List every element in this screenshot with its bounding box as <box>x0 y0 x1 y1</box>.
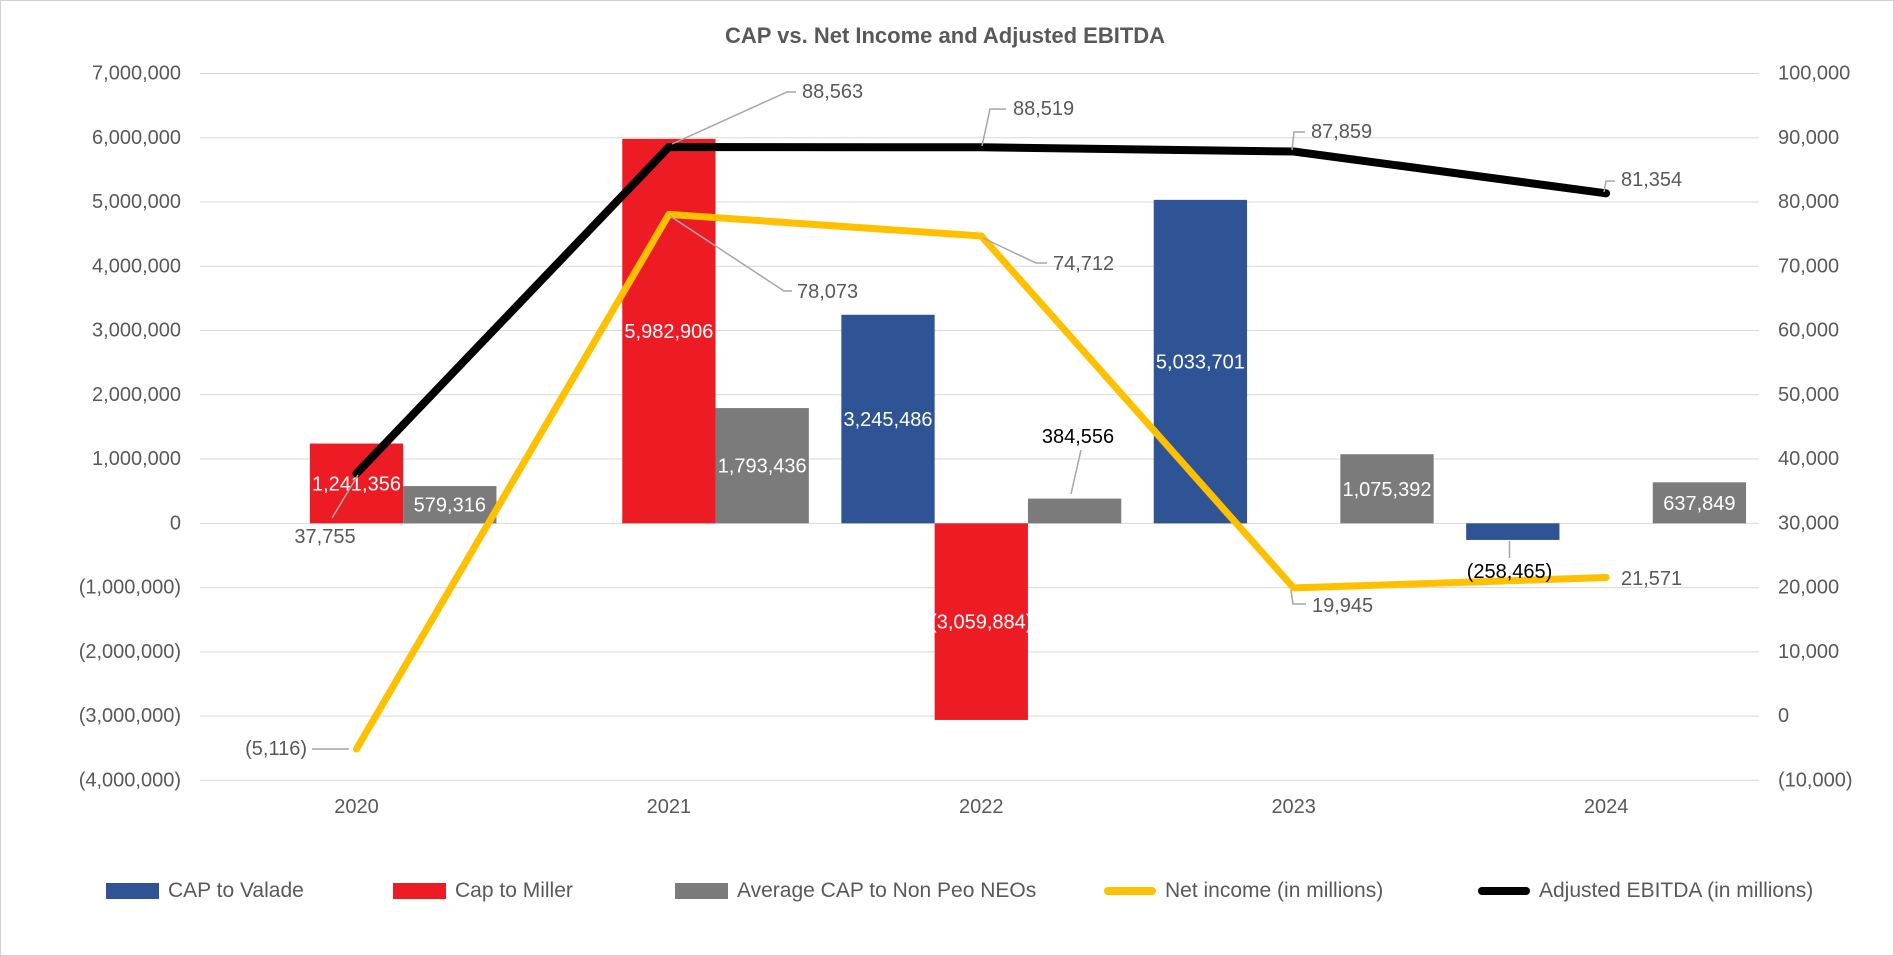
svg-text:100,000: 100,000 <box>1778 63 1850 85</box>
svg-text:(1,000,000): (1,000,000) <box>79 577 181 599</box>
svg-text:7,000,000: 7,000,000 <box>92 63 181 85</box>
svg-text:50,000: 50,000 <box>1778 384 1839 406</box>
line-series <box>352 142 1611 753</box>
bar-cap-to-valade-2023 <box>1153 199 1248 524</box>
legend-swatch-cap-to-miller <box>393 883 446 899</box>
svg-text:2020: 2020 <box>334 796 379 818</box>
bar-average-cap-to-non-peo-neos-2020 <box>403 486 497 524</box>
left-axis-ticks: 7,000,000 6,000,000 5,000,000 4,000,000 3,00… <box>79 63 181 792</box>
legend-item-cap-to-valade: CAP to Valade <box>106 878 304 904</box>
bar-average-cap-to-non-peo-neos-2024 <box>1652 482 1747 524</box>
svg-text:2,000,000: 2,000,000 <box>92 384 181 406</box>
legend-label-net-income-in-millions: Net income (in millions) <box>1165 879 1384 902</box>
bar-cap-to-valade-2024 <box>1466 523 1560 540</box>
bar-cap-to-valade-2022 <box>841 314 935 524</box>
bar-label-cap-to-miller-2021: 5,982,906 <box>624 321 713 343</box>
svg-text:2022: 2022 <box>959 796 1004 818</box>
legend-item-net-income-in-millions: Net income (in millions) <box>1104 878 1383 904</box>
bar-cap-to-miller-2022 <box>934 523 1028 720</box>
legend-swatch-average-cap-to-non-peo-neos <box>675 883 728 899</box>
bar-label-cap-to-valade-2023: 5,033,701 <box>1156 352 1245 374</box>
data-label-adjusted-ebitda-in-millions-2020: 37,755 <box>294 526 355 548</box>
leader-line-net-income-in-millions-2022 <box>982 237 1047 264</box>
leader-line-adjusted-ebitda-in-millions-2022 <box>981 108 1006 147</box>
bar-outside-label: (258,465) <box>1467 561 1553 583</box>
svg-text:(2,000,000): (2,000,000) <box>79 641 181 663</box>
svg-text:0: 0 <box>1778 705 1789 727</box>
data-label-adjusted-ebitda-in-millions-2021: 88,563 <box>802 81 863 103</box>
leader-line-net-income-in-millions-2023 <box>1290 589 1306 605</box>
svg-text:(4,000,000): (4,000,000) <box>79 769 181 791</box>
data-label-adjusted-ebitda-in-millions-2022: 88,519 <box>1013 98 1074 120</box>
svg-text:40,000: 40,000 <box>1778 448 1839 470</box>
legend-swatch-cap-to-valade <box>106 883 159 899</box>
leader-line-net-income-in-millions-2021 <box>669 215 792 292</box>
data-label-net-income-in-millions-2021: 78,073 <box>797 281 858 303</box>
bar-label-cap-to-miller-2020: 1,241,356 <box>312 473 401 495</box>
leader-line-adjusted-ebitda-in-millions-2023 <box>1291 131 1305 151</box>
svg-text:0: 0 <box>170 512 181 534</box>
bar-cap-to-miller-2021 <box>622 138 716 524</box>
series-cap-to-valade: 3,245,486 5,033,701 <box>841 199 1560 540</box>
data-label-adjusted-ebitda-in-millions-2023: 87,859 <box>1311 121 1372 143</box>
leader-line-adjusted-ebitda-in-millions-2021 <box>671 91 796 145</box>
legend-item-average-cap-to-non-peo-neos: Average CAP to Non Peo NEOs <box>675 878 1036 904</box>
svg-text:20,000: 20,000 <box>1778 577 1839 599</box>
leader-line-bar-label <box>1070 449 1082 495</box>
data-labels: (5,116) 78,073 74,712 19,945 21,571 37,755 88,… <box>245 81 1682 760</box>
bar-average-cap-to-non-peo-neos-2023 <box>1340 454 1434 524</box>
data-label-net-income-in-millions-2023: 19,945 <box>1312 595 1373 617</box>
legend-swatch-net-income-in-millions <box>1104 887 1156 895</box>
leader-line-adjusted-ebitda-in-millions-2024 <box>1603 180 1615 193</box>
right-axis-ticks: 100,000 90,000 80,000 70,000 60,000 50,000 40,… <box>1778 63 1853 792</box>
bar-average-cap-to-non-peo-neos-2022 <box>1027 498 1122 524</box>
bar-label-cap-to-miller-2022: (3,059,884) <box>930 612 1032 634</box>
svg-text:2023: 2023 <box>1271 796 1316 818</box>
svg-text:2024: 2024 <box>1584 796 1629 818</box>
svg-text:5,000,000: 5,000,000 <box>92 191 181 213</box>
bar-series: 3,245,486 5,033,701 1,241,356 5,982,906 (3,0… <box>309 138 1747 720</box>
svg-text:1,000,000: 1,000,000 <box>92 448 181 470</box>
leader-line-adjusted-ebitda-in-millions-2020 <box>331 474 359 519</box>
svg-text:4,000,000: 4,000,000 <box>92 255 181 277</box>
svg-text:60,000: 60,000 <box>1778 320 1839 342</box>
svg-text:3,000,000: 3,000,000 <box>92 320 181 342</box>
bar-label-average-cap-to-non-peo-neos-2020: 579,316 <box>414 495 486 517</box>
svg-text:(10,000): (10,000) <box>1778 769 1853 791</box>
data-label-adjusted-ebitda-in-millions-2024: 81,354 <box>1621 169 1682 191</box>
bar-label-average-cap-to-non-peo-neos-2021: 1,793,436 <box>718 456 807 478</box>
line-net-income-in-millions <box>353 210 1610 753</box>
bar-cap-to-miller-2020 <box>309 443 404 524</box>
bar-outside-label: 384,556 <box>1042 426 1114 448</box>
svg-text:10,000: 10,000 <box>1778 641 1839 663</box>
bar-label-cap-to-valade-2022: 3,245,486 <box>844 409 933 431</box>
bar-average-cap-to-non-peo-neos-2021 <box>715 408 809 524</box>
legend-label-cap-to-miller: Cap to Miller <box>455 879 573 902</box>
series-cap-to-miller: 1,241,356 5,982,906 (3,059,884) <box>309 138 1032 720</box>
svg-text:6,000,000: 6,000,000 <box>92 127 181 149</box>
svg-text:(3,000,000): (3,000,000) <box>79 705 181 727</box>
chart-title: CAP vs. Net Income and Adjusted EBITDA <box>724 23 1166 48</box>
legend-item-adjusted-ebitda-in-millions: Adjusted EBITDA (in millions) <box>1478 878 1813 904</box>
data-label-net-income-in-millions-2022: 74,712 <box>1053 253 1114 275</box>
legend-item-cap-to-miller: Cap to Miller <box>393 878 573 904</box>
svg-text:90,000: 90,000 <box>1778 127 1839 149</box>
x-axis-labels: 2020 2021 2022 2023 2024 <box>334 796 1628 818</box>
data-label-net-income-in-millions-2020: (5,116) <box>245 738 307 760</box>
svg-text:70,000: 70,000 <box>1778 255 1839 277</box>
svg-text:80,000: 80,000 <box>1778 191 1839 213</box>
svg-text:30,000: 30,000 <box>1778 512 1839 534</box>
data-label-net-income-in-millions-2024: 21,571 <box>1621 568 1682 590</box>
bar-label-average-cap-to-non-peo-neos-2023: 1,075,392 <box>1343 479 1432 501</box>
legend-label-cap-to-valade: CAP to Valade <box>168 879 304 902</box>
legend-label-adjusted-ebitda-in-millions: Adjusted EBITDA (in millions) <box>1539 879 1814 902</box>
series-average-cap-to-non-peo-neos: 579,316 1,793,436 1,075,392 637,849 <box>403 408 1747 524</box>
line-adjusted-ebitda-in-millions <box>352 142 1611 478</box>
legend-label-average-cap-to-non-peo-neos: Average CAP to Non Peo NEOs <box>737 879 1037 902</box>
bar-label-average-cap-to-non-peo-neos-2024: 637,849 <box>1663 493 1735 515</box>
legend-swatch-adjusted-ebitda-in-millions <box>1478 887 1530 895</box>
svg-text:2021: 2021 <box>647 796 692 818</box>
